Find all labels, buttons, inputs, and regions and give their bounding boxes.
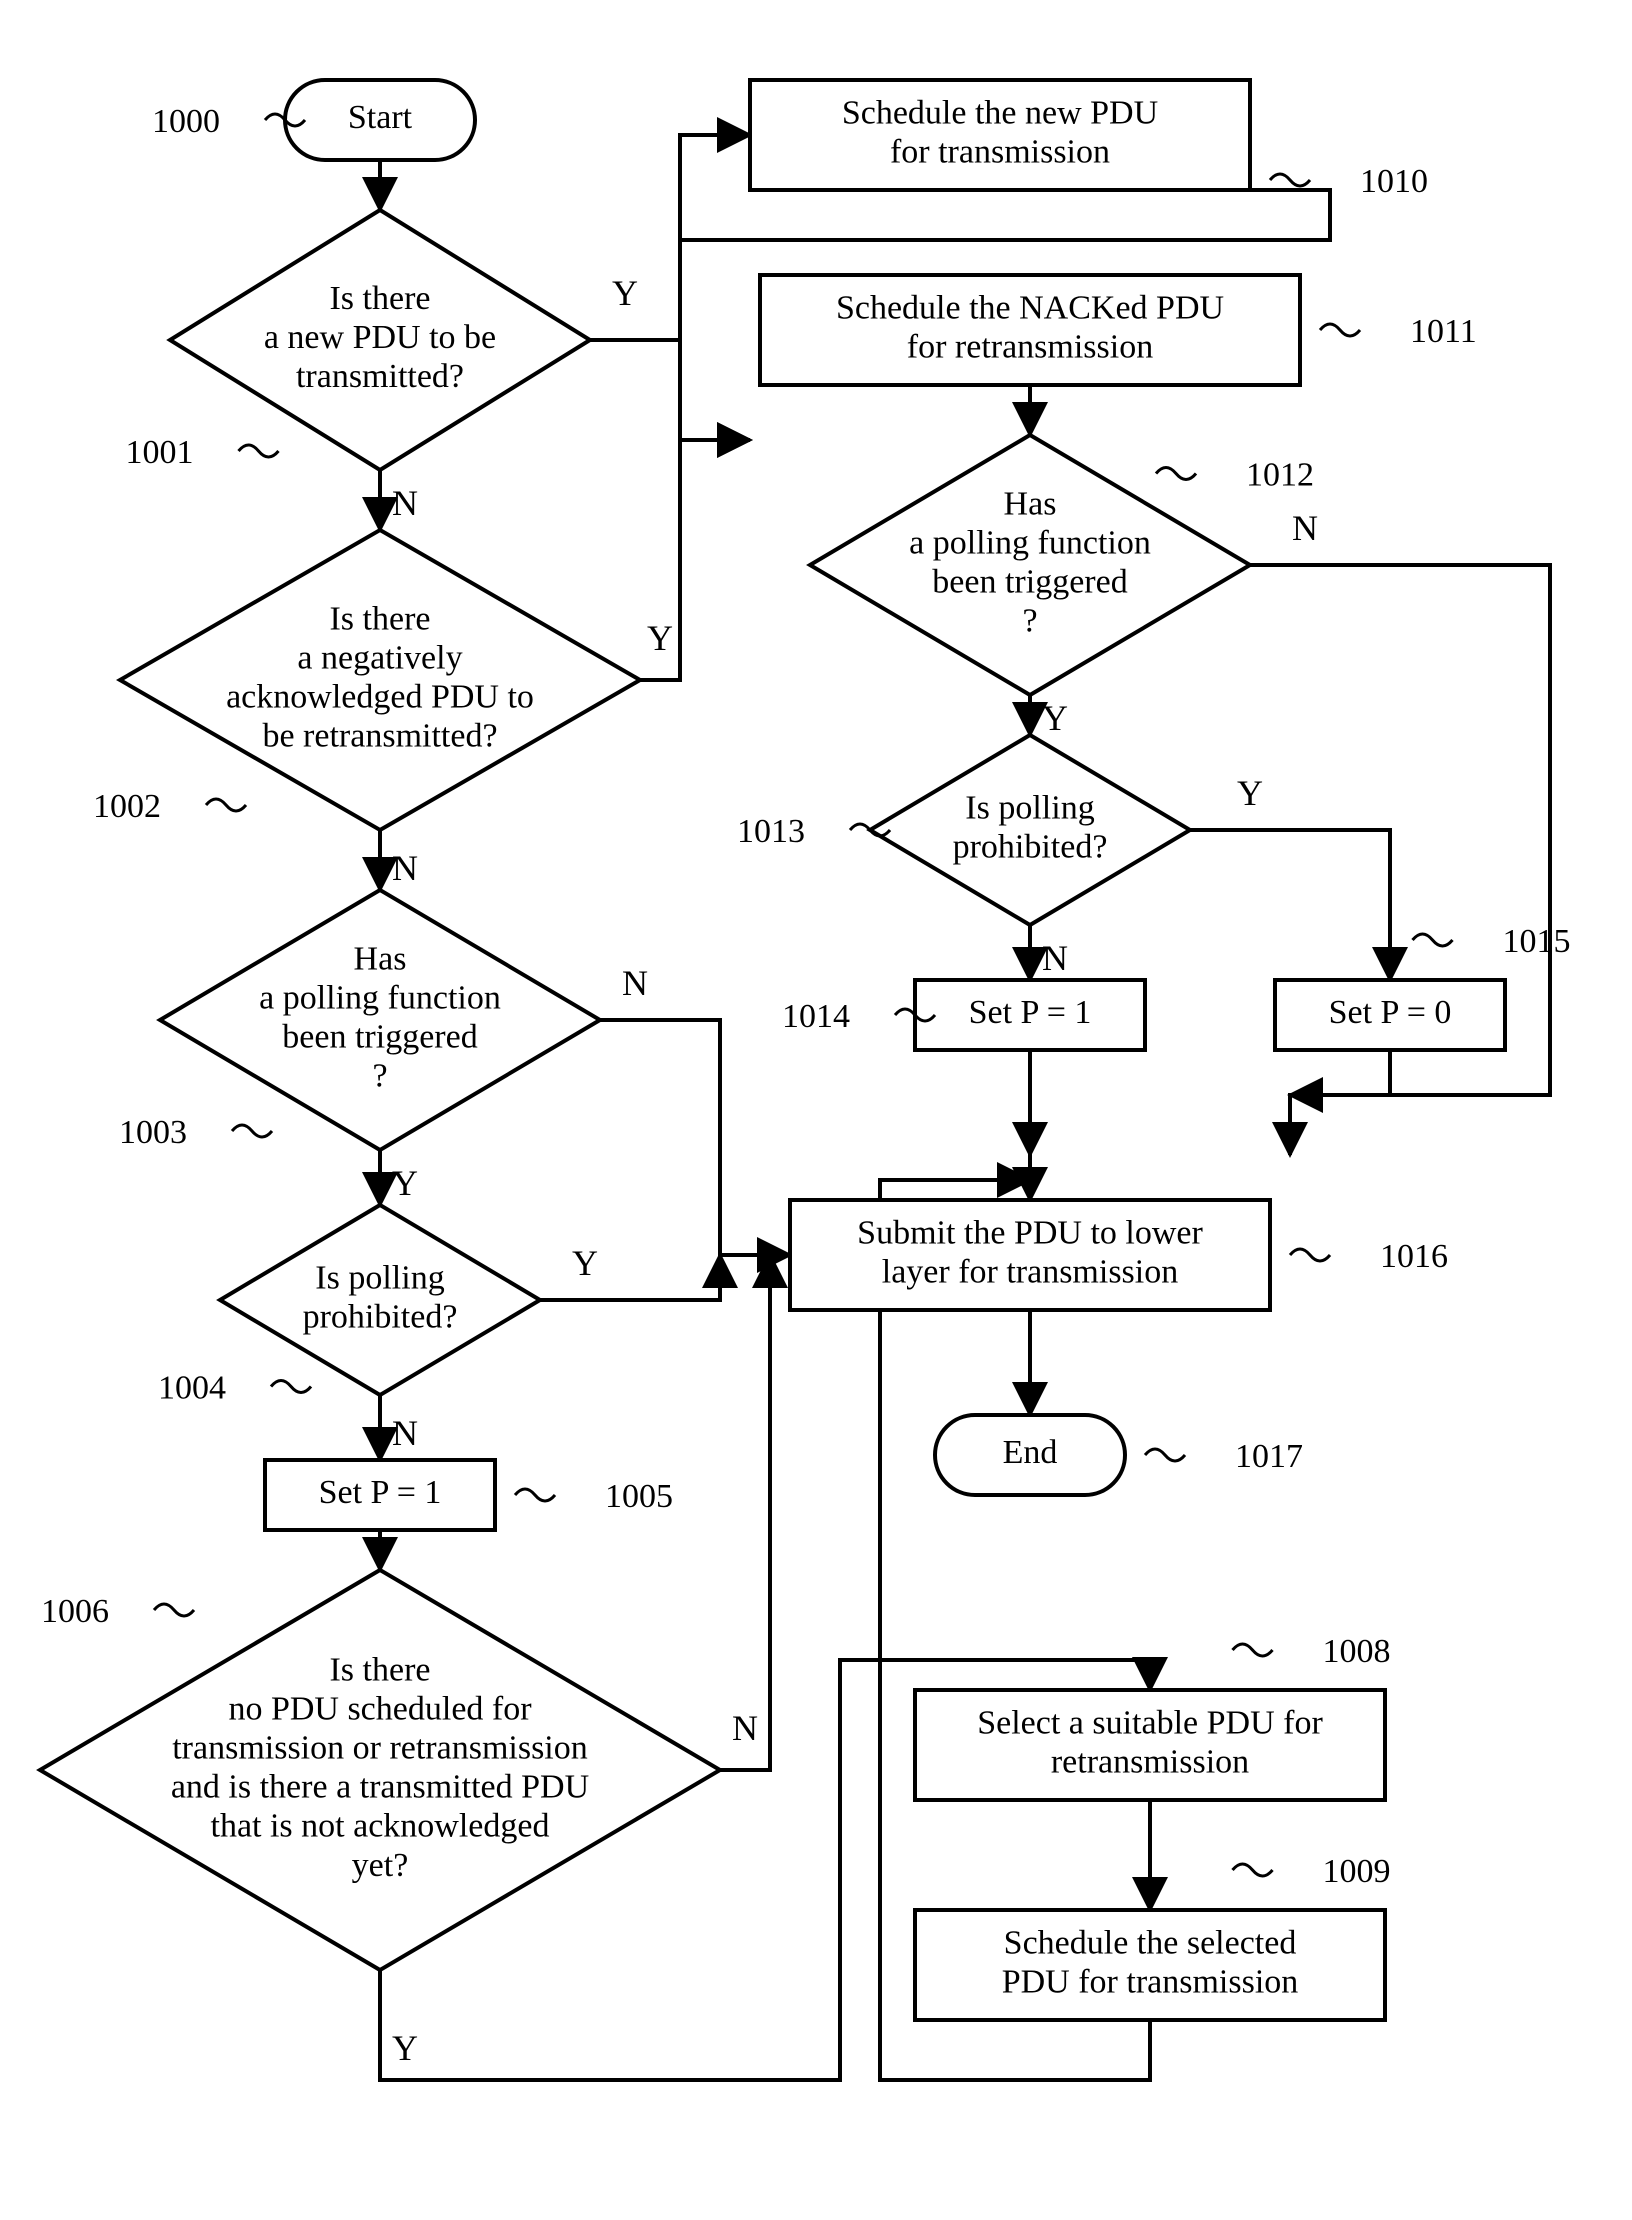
svg-text:Y: Y (1237, 773, 1263, 813)
svg-text:1010: 1010 (1360, 163, 1428, 200)
svg-text:Set P = 0: Set P = 0 (1329, 994, 1452, 1031)
edge: Y (380, 1150, 418, 1205)
edge: N (380, 470, 418, 530)
node-n1017: End 1017 (935, 1415, 1303, 1495)
edge (1290, 1050, 1390, 1095)
svg-text:1014: 1014 (782, 998, 850, 1035)
svg-text:N: N (732, 1708, 758, 1748)
svg-text:N: N (392, 1413, 418, 1453)
edge: Y (540, 1243, 720, 1300)
svg-text:1017: 1017 (1235, 1438, 1303, 1475)
edge: Y (640, 440, 750, 680)
svg-text:1001: 1001 (126, 434, 194, 471)
node-n1000: Start 1000 (152, 80, 475, 160)
svg-text:Y: Y (392, 1163, 418, 1203)
svg-text:1013: 1013 (737, 813, 805, 850)
svg-text:N: N (1042, 938, 1068, 978)
svg-text:1002: 1002 (93, 788, 161, 825)
edge: N (600, 963, 790, 1255)
svg-text:1000: 1000 (152, 103, 220, 140)
edge: Y (1030, 695, 1068, 738)
edge: Y (1190, 773, 1390, 980)
svg-text:1003: 1003 (119, 1114, 187, 1151)
svg-text:1011: 1011 (1410, 313, 1477, 350)
node-n1005: Set P = 1 1005 (265, 1460, 673, 1530)
node-n1010: Schedule the new PDUfor transmission1010 (750, 80, 1428, 200)
node-n1002: Is therea negativelyacknowledged PDU tob… (93, 530, 640, 830)
svg-text:Y: Y (572, 1243, 598, 1283)
svg-text:Y: Y (392, 2028, 418, 2068)
edge: N (1030, 925, 1068, 980)
node-n1006: Is thereno PDU scheduled fortransmission… (40, 1570, 720, 1970)
svg-text:1004: 1004 (158, 1370, 226, 1407)
svg-text:Y: Y (612, 273, 638, 313)
node-n1013: Is pollingprohibited?1013 (737, 735, 1190, 925)
node-n1009: Schedule the selectedPDU for transmissio… (915, 1853, 1391, 2020)
node-n1004: Is pollingprohibited?1004 (158, 1205, 540, 1407)
svg-text:1009: 1009 (1323, 1853, 1391, 1890)
svg-text:N: N (622, 963, 648, 1003)
edge: N (720, 1255, 770, 1770)
node-n1011: Schedule the NACKed PDUfor retransmissio… (760, 275, 1477, 385)
svg-text:N: N (392, 848, 418, 888)
svg-text:Y: Y (1042, 698, 1068, 738)
edge: N (380, 830, 418, 890)
edge: Y (590, 135, 750, 340)
svg-text:1016: 1016 (1380, 1238, 1448, 1275)
flowchart-canvas: N Y N Y Y N N Y N Y Y N N Y Start 1000 Is therea new PD… (0, 0, 1632, 2220)
svg-text:1006: 1006 (41, 1593, 109, 1630)
svg-text:Start: Start (348, 99, 413, 136)
svg-text:1015: 1015 (1503, 923, 1571, 960)
svg-text:1008: 1008 (1323, 1633, 1391, 1670)
svg-text:N: N (392, 483, 418, 523)
node-n1012: Hasa polling functionbeen triggered?1012 (810, 435, 1314, 695)
edge: N (380, 1395, 418, 1460)
node-n1001: Is therea new PDU to betransmitted?1001 (126, 210, 591, 471)
svg-text:Set P = 1: Set P = 1 (969, 994, 1092, 1031)
svg-text:Set P = 1: Set P = 1 (319, 1474, 442, 1511)
node-n1003: Hasa polling functionbeen triggered?1003 (119, 890, 600, 1151)
node-n1015: Set P = 0 1015 (1275, 923, 1571, 1050)
svg-text:End: End (1003, 1434, 1058, 1471)
node-n1016: Submit the PDU to lowerlayer for transmi… (790, 1200, 1448, 1310)
svg-text:N: N (1292, 508, 1318, 548)
node-n1014: Set P = 1 1014 (782, 980, 1145, 1050)
svg-text:1012: 1012 (1246, 457, 1314, 494)
svg-text:Y: Y (647, 618, 673, 658)
svg-text:1005: 1005 (605, 1478, 673, 1515)
